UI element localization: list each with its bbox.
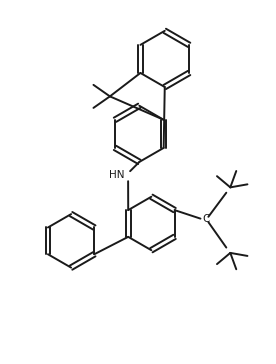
Text: HN: HN	[109, 170, 125, 180]
Text: C: C	[203, 214, 210, 225]
